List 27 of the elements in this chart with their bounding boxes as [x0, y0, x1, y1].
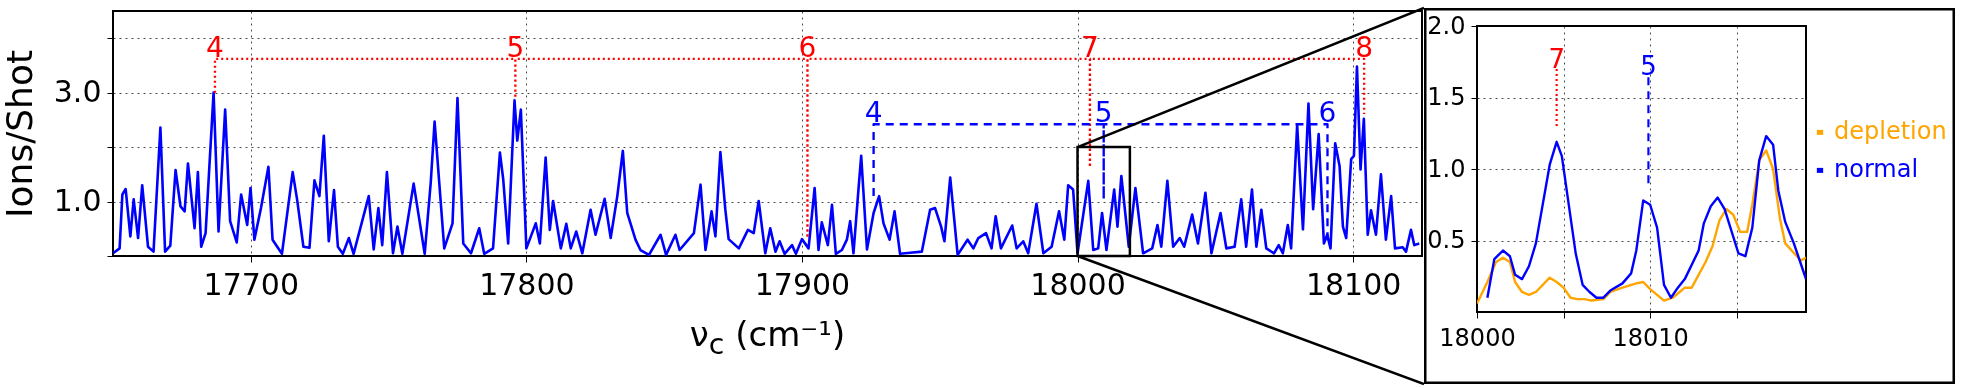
- legend-label: normal: [1834, 155, 1919, 184]
- y-tick-label: 2.0: [1427, 11, 1466, 40]
- y-tick-label: 1.5: [1427, 83, 1466, 111]
- x-tick-label: 17800: [479, 266, 575, 302]
- x-tick-label: 18000: [1439, 323, 1516, 352]
- y-tick-label: 3.0: [53, 74, 102, 110]
- x-tick-label: 17700: [203, 266, 300, 302]
- annotation: 5: [506, 30, 525, 64]
- x-tick-label: 18100: [1305, 266, 1402, 302]
- y-tick-label: 1.0: [1427, 154, 1466, 183]
- y-axis-title: Ions/Shot: [0, 49, 40, 219]
- x-tick-label: 18000: [1030, 266, 1126, 302]
- annotation: 4: [864, 96, 883, 130]
- annotation: 7: [1081, 30, 1099, 64]
- x-axis-title: ν$_{c}$ (cm⁻¹): [689, 314, 846, 361]
- annotation: 4: [206, 30, 224, 64]
- annotation: 8: [1355, 30, 1374, 64]
- y-tick-label: 1.0: [53, 183, 102, 219]
- legend-label: depletion: [1834, 117, 1947, 146]
- annotation: 7: [1548, 43, 1565, 74]
- x-tick-label: 17900: [754, 266, 851, 302]
- annotation: 5: [1640, 51, 1657, 82]
- annotation: 6: [1318, 96, 1337, 130]
- annotation: 5: [1094, 96, 1113, 130]
- y-tick-label: 0.5: [1427, 226, 1466, 254]
- annotation: 6: [798, 30, 817, 64]
- x-tick-label: 18010: [1612, 323, 1689, 352]
